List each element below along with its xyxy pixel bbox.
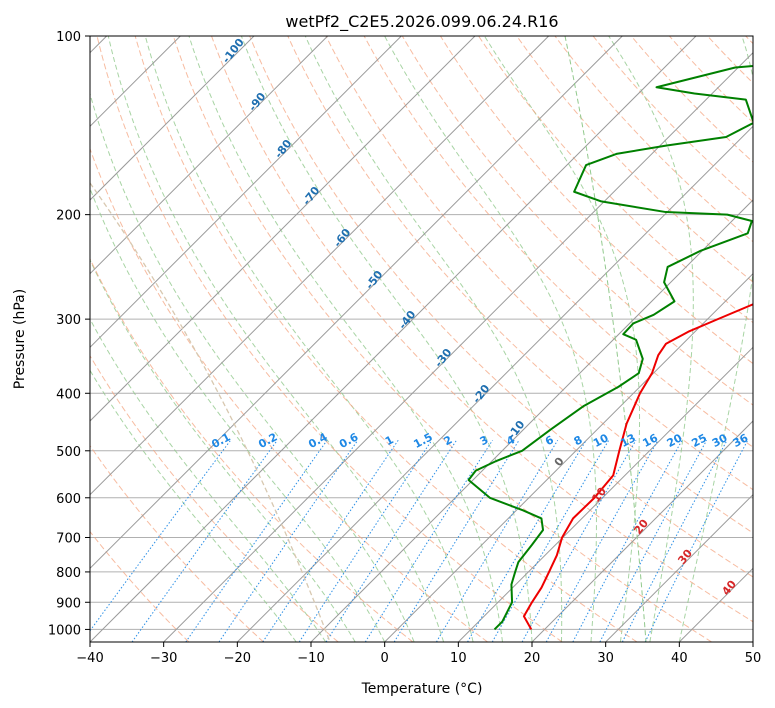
y-tick-label: 1000 [48, 623, 81, 638]
y-tick-label: 800 [56, 566, 81, 581]
mixing-ratio-line-7 [364, 439, 493, 642]
moist-adiabat-36 [608, 36, 694, 642]
isotherm--50 [90, 36, 623, 570]
dry-adiabat-80 [325, 36, 753, 491]
mixing-ratio-line-11 [491, 440, 610, 642]
dry-adiabat-110 [440, 36, 753, 365]
y-tick-label: 500 [56, 445, 81, 460]
isotherm-10 [457, 346, 753, 642]
mixing-ratio-line-15 [599, 440, 708, 642]
moist-adiabat--8 [90, 318, 327, 642]
dewpoint-line [467, 64, 753, 631]
x-tick-label: 20 [524, 651, 541, 666]
mixing-ratio-label: 30 [710, 431, 730, 450]
mixing-ratio-line-16 [621, 440, 728, 642]
mixing-ratio-label: 16 [640, 431, 660, 450]
mixing-ratio-label: 36 [731, 431, 751, 450]
x-tick-label: −10 [297, 651, 324, 666]
temperature-line [522, 303, 753, 630]
x-axis: −40 −30 −20 −10 0 10 20 30 40 50 [76, 642, 761, 666]
isotherm--60 [90, 36, 550, 496]
x-tick-label: 50 [745, 651, 762, 666]
isobar-gridlines [90, 36, 753, 630]
dry-adiabat-100 [401, 36, 753, 406]
moist-adiabat-12 [144, 36, 474, 642]
moist-adiabat-24 [304, 36, 563, 642]
boundary-curves [90, 36, 647, 642]
mixing-ratio-line-4 [262, 439, 399, 642]
mixing-ratio-lines [90, 439, 749, 642]
mixing-ratio-line-9 [435, 440, 559, 642]
dry-adiabat-150 [592, 36, 753, 203]
x-tick-label: 0 [381, 651, 389, 666]
isotherm--100 [90, 36, 255, 201]
y-tick-label: 200 [56, 209, 81, 224]
moist-adiabat-8 [107, 36, 445, 642]
x-tick-label: −20 [224, 651, 251, 666]
dry-adiabat-30 [134, 36, 638, 642]
y-tick-label: 300 [56, 313, 81, 328]
mixing-ratio-label: 10 [591, 431, 611, 450]
y-tick-label: 900 [56, 596, 81, 611]
y-axis: 100 200 300 400 500 600 700 800 900 1000 [48, 30, 90, 638]
mixing-ratio-line-2 [185, 439, 328, 642]
isotherm--70 [90, 36, 476, 422]
dry-adiabat-130 [516, 36, 753, 283]
isotherm--10 [310, 199, 753, 642]
mixing-ratio-line-17 [644, 440, 749, 642]
dry-adiabat-120 [478, 36, 753, 324]
moist-adiabat-20 [240, 36, 533, 642]
dry-adiabat--10 [90, 354, 339, 642]
boundary-curve-left [90, 182, 331, 642]
y-axis-label: Pressure (hPa) [12, 289, 28, 389]
y-tick-label: 400 [56, 387, 81, 402]
chart-title: wetPf2_C2E5.2026.099.06.24.R16 [285, 12, 558, 32]
y-tick-label: 600 [56, 492, 81, 507]
y-tick-label: 700 [56, 532, 81, 547]
isotherm--90 [90, 36, 329, 275]
mixing-ratio-label: 20 [665, 431, 685, 450]
x-tick-label: −30 [150, 651, 177, 666]
dry-adiabat-140 [554, 36, 753, 243]
isotherm-30 [605, 493, 753, 642]
moist-adiabat--4 [90, 258, 356, 642]
dry-adiabat-10 [90, 147, 488, 642]
dry-adiabat--30 [90, 530, 190, 642]
dry-adiabat-70 [287, 36, 753, 534]
isotherms [90, 36, 753, 642]
dry-adiabat-50 [211, 36, 753, 623]
mixing-ratio-label: 25 [689, 431, 709, 450]
mixing-ratio-label: 13 [618, 431, 638, 450]
y-tick-label: 100 [56, 30, 81, 45]
dry-adiabat-60 [249, 36, 753, 578]
moist-adiabat-16 [188, 36, 504, 642]
dry-adiabat-20 [96, 36, 563, 642]
moist-adiabat-32 [483, 36, 641, 642]
mixing-ratio-line-6 [325, 439, 457, 642]
isotherm--80 [90, 36, 402, 349]
dry-adiabat-0 [90, 257, 414, 642]
mixing-ratio-line-5 [298, 439, 433, 642]
x-tick-label: 30 [597, 651, 614, 666]
mixing-ratio-line-8 [393, 440, 520, 642]
isotherm--30 [163, 51, 753, 642]
x-tick-label: −40 [76, 651, 103, 666]
x-tick-label: 10 [450, 651, 467, 666]
isotherm-20 [531, 420, 753, 642]
sounding-series [467, 64, 753, 631]
x-axis-label: Temperature (°C) [361, 681, 483, 697]
isotherm--40 [90, 36, 697, 642]
isotherm--20 [236, 125, 753, 642]
mixing-ratio-line-3 [218, 439, 359, 642]
isotherm-0 [384, 272, 753, 642]
mixing-ratio-line-10 [467, 440, 587, 642]
plot-frame [89, 35, 754, 643]
x-tick-label: 40 [671, 651, 688, 666]
mixing-ratio-line-14 [572, 440, 683, 642]
mixing-ratio-line-0 [90, 439, 232, 632]
moist-adiabat-28 [384, 36, 597, 642]
